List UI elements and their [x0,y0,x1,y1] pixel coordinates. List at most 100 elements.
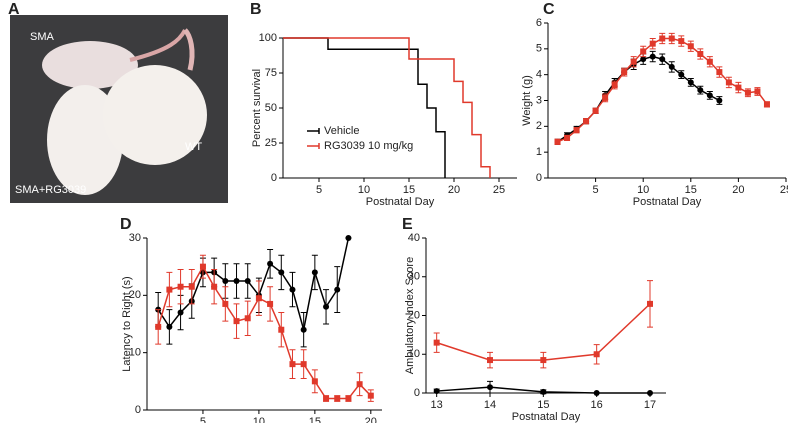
panel-label: C [543,1,555,18]
marker [334,395,341,402]
x-tick-label: 20 [365,416,377,423]
x-tick-label: 10 [253,416,265,423]
marker [668,63,675,70]
marker [647,390,653,396]
x-tick-label: 5 [200,416,206,423]
data-line [557,55,720,143]
marker [649,40,656,47]
y-tick-label: 4 [536,69,542,81]
marker [278,269,285,276]
marker [716,69,723,76]
marker [345,235,352,241]
photo-label: WT [185,141,202,153]
marker [188,283,195,290]
marker [540,357,547,364]
y-tick-label: 10 [129,347,141,359]
marker [611,82,618,88]
x-tick-label: 5 [316,184,322,196]
x-tick-label: 15 [309,416,321,423]
chart-panel: D01020305101520Postnatal DayLatency to R… [120,216,382,428]
y-tick-label: 30 [129,232,141,244]
marker [678,71,685,78]
legend-label: RG3039 10 mg/kg [324,140,413,152]
x-tick-label: 10 [358,184,370,196]
chart-panel: C 0 1 2 3 4 5 6 5 10 15 20 25 Postnatal Day Weight (g) [521,1,788,208]
data-line [157,237,350,330]
marker [244,315,251,322]
marker [267,300,274,307]
y-tick-label: 50 [265,102,277,114]
marker [678,38,685,45]
y-tick-label: 30 [408,271,420,283]
photo-label: SMA+RG3039 [15,184,86,196]
marker [487,357,493,364]
marker [211,283,218,290]
y-axis-label: Percent survival [251,69,263,147]
y-tick-label: 0 [135,404,141,416]
x-tick-label: 15 [403,184,415,196]
survival-line [283,37,446,178]
marker [621,69,628,76]
y-tick-label: 10 [408,348,420,360]
marker [255,295,262,302]
marker [222,300,229,307]
marker [649,53,656,60]
x-axis-label: Postnatal Day [512,411,581,423]
marker [166,323,173,330]
legend-label: Vehicle [324,125,359,137]
y-tick-label: 1 [536,146,542,158]
x-tick-label: 10 [637,184,649,196]
y-tick-label: 100 [259,32,277,44]
marker [433,339,440,346]
marker [602,94,609,101]
marker [323,303,330,310]
legend-swatch [307,143,320,149]
panel-label: A [8,1,20,18]
marker [278,326,285,333]
y-tick-label: 40 [408,232,420,244]
x-axis-label: Postnatal Day [366,196,435,208]
panel-label: D [120,216,132,233]
marker [433,388,440,395]
marker [716,97,723,104]
data-line [436,303,651,361]
marker [540,388,547,395]
marker [706,92,713,99]
y-tick-label: 25 [265,137,277,149]
marker [554,138,561,145]
marker [166,286,173,293]
panel-label: E [402,216,413,233]
y-tick-label: 20 [408,309,420,321]
marker [233,318,240,325]
legend-swatch [307,128,320,134]
marker [311,269,318,276]
marker [155,323,162,330]
photo-label: SMA [30,31,55,43]
y-axis-label: Latency to Right (s) [121,276,133,371]
marker [735,84,742,91]
y-tick-label: 3 [536,94,542,106]
y-tick-label: 5 [536,43,542,55]
marker [487,384,493,391]
x-tick-label: 13 [431,399,443,411]
marker [687,43,694,50]
marker [640,56,647,63]
marker [697,51,704,57]
x-tick-label: 15 [537,399,549,411]
x-tick-label: 20 [732,184,744,196]
marker [289,286,296,293]
y-tick-label: 20 [129,289,141,301]
marker [177,283,184,290]
y-tick-label: 6 [536,17,542,29]
mouse [42,41,138,89]
marker [573,127,580,134]
marker [289,361,296,368]
marker [367,392,374,399]
x-axis-label: Postnatal Day [633,196,702,208]
y-tick-label: 0 [536,172,542,184]
marker [222,278,229,284]
panel-label: B [250,1,262,18]
marker [300,326,307,333]
marker [334,286,341,293]
